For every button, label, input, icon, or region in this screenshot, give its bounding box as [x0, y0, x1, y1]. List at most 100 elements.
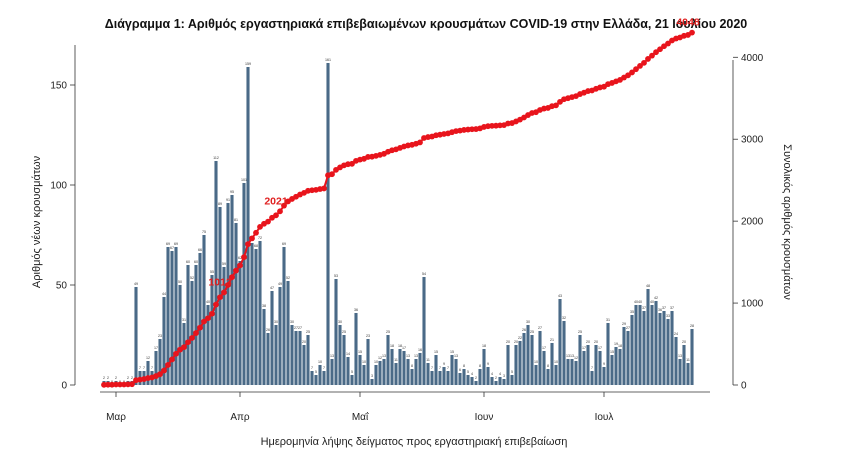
bar-data-label: 18	[398, 344, 402, 348]
line-point	[205, 315, 211, 322]
bar	[442, 367, 446, 385]
bar-data-label: 10	[318, 360, 322, 364]
bar-data-label: 7	[591, 366, 593, 370]
bar-data-label: 20	[506, 340, 510, 344]
bar	[590, 371, 594, 385]
bar	[542, 351, 546, 385]
bar-data-label: 5	[315, 370, 317, 374]
bar	[366, 339, 370, 385]
bar	[634, 305, 638, 385]
bar	[498, 377, 502, 385]
x-tick-label: Ιουλ	[595, 412, 614, 423]
line-point	[169, 356, 175, 363]
bar-data-label: 7	[139, 366, 141, 370]
x-tick-label: Μαΐ	[352, 411, 369, 423]
line-annotation: 1013	[208, 276, 232, 288]
bar-data-label: 36	[658, 308, 662, 312]
line-point	[225, 282, 231, 288]
line-point	[349, 160, 355, 167]
line-point	[229, 274, 235, 281]
bar	[454, 359, 458, 385]
line-point	[637, 62, 643, 69]
bar	[178, 285, 182, 385]
bar	[546, 369, 550, 385]
bar	[338, 325, 342, 385]
bar-data-label: 52	[286, 276, 290, 280]
y-right-tick-label: 2000	[741, 217, 764, 228]
bar-data-label: 20	[594, 340, 598, 344]
bar-data-label: 4	[471, 372, 473, 376]
line-point	[181, 344, 187, 351]
bar	[526, 325, 530, 385]
bar	[594, 345, 598, 385]
bar	[494, 381, 498, 385]
line-point	[161, 367, 167, 374]
bar-data-label: 54	[422, 272, 426, 276]
bar	[622, 327, 626, 385]
bar	[450, 355, 454, 385]
bar	[290, 325, 294, 385]
bar	[678, 359, 682, 385]
bar-data-label: 21	[550, 338, 554, 342]
bar-data-label: 81	[234, 218, 238, 222]
bar	[146, 361, 150, 385]
bar	[586, 345, 590, 385]
bar-data-label: 50	[178, 280, 182, 284]
bar-data-label: 15	[450, 350, 454, 354]
bar	[426, 363, 430, 385]
bar	[414, 359, 418, 385]
bar	[570, 359, 574, 385]
bar	[482, 349, 486, 385]
bar-data-label: 3	[503, 374, 505, 378]
bar-data-label: 25	[530, 330, 534, 334]
bar-data-label: 18	[482, 344, 486, 348]
bar	[170, 251, 174, 385]
bar	[658, 313, 662, 385]
bar	[406, 359, 410, 385]
bar-data-label: 17	[582, 346, 586, 350]
bar-data-label: 18	[390, 344, 394, 348]
y-axis-left-label: Αριθμός νέων κρουσμάτων	[31, 155, 43, 288]
bar-data-label: 3	[371, 374, 373, 378]
bar	[262, 309, 266, 385]
bar-data-label: 8	[463, 364, 465, 368]
bar-data-label: 60	[194, 260, 198, 264]
bar-data-label: 14	[346, 352, 350, 356]
bar-data-label: 60	[186, 260, 190, 264]
bar	[246, 67, 250, 385]
bar-data-label: 11	[394, 358, 398, 362]
bar	[394, 363, 398, 385]
bar-data-label: 62	[238, 256, 242, 260]
bar	[378, 361, 382, 385]
bar	[286, 281, 290, 385]
bar-data-label: 2	[495, 376, 497, 380]
y-right-tick-label: 0	[741, 381, 747, 392]
line-point	[233, 267, 239, 274]
bar	[474, 381, 478, 385]
bar-data-label: 40	[634, 300, 638, 304]
bar-data-label: 30	[338, 320, 342, 324]
bar-data-label: 2	[475, 376, 477, 380]
bar	[666, 319, 670, 385]
bar	[274, 325, 278, 385]
y-left-tick-label: 150	[50, 81, 67, 92]
bar	[318, 365, 322, 385]
bar-data-label: 49	[278, 282, 282, 286]
line-point	[553, 102, 559, 109]
bar-data-label: 13	[414, 354, 418, 358]
bar-data-label: 69	[282, 242, 286, 246]
line-point	[649, 52, 655, 59]
bar-data-label: 10	[374, 360, 378, 364]
bar	[230, 195, 234, 385]
bar	[598, 351, 602, 385]
bar-data-label: 20	[586, 340, 590, 344]
bar-data-label: 53	[334, 274, 338, 278]
bar-data-label: 13	[566, 354, 570, 358]
bar-data-label: 9	[603, 362, 605, 366]
bar	[638, 305, 642, 385]
bar	[362, 365, 366, 385]
bar-data-label: 44	[162, 292, 166, 296]
bar	[630, 315, 634, 385]
bar-data-label: 17	[402, 346, 406, 350]
line-point	[245, 241, 251, 248]
